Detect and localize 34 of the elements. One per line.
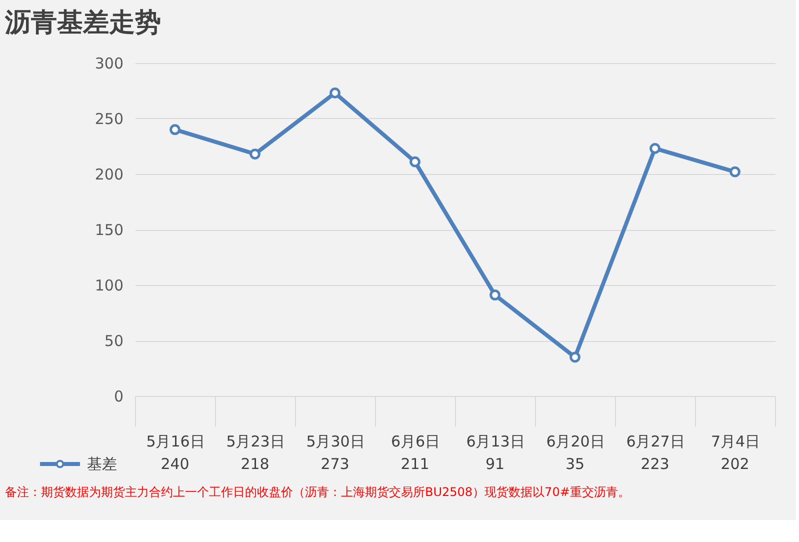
point	[730, 166, 740, 178]
data-label: 35	[565, 455, 585, 473]
point	[330, 88, 340, 98]
x-tick-label: 6月27日	[626, 432, 685, 450]
x-tick-label: 5月16日	[146, 432, 205, 450]
point	[650, 143, 660, 154]
x-tick-label: 6月20日	[546, 432, 605, 450]
text: 备注：期货数据为期货主力合约上一个工作日的收盘价（沥青：上海期货交易所BU2508）现货数据以70#重交沥青。	[5, 485, 630, 499]
y-tick-label: 300	[94, 54, 124, 72]
data-label: 211	[400, 455, 430, 473]
data-label: 223	[640, 455, 670, 473]
point	[250, 148, 260, 160]
y-tick-label: 250	[94, 110, 124, 128]
y-tick-label: 200	[94, 166, 124, 184]
legend-label: 基差	[87, 455, 117, 473]
x-tick-label: 6月13日	[466, 432, 525, 450]
y-tick-label: 100	[94, 276, 124, 294]
y-tick-label: 50	[104, 332, 124, 350]
chart-title: 沥青基差走势	[4, 8, 161, 38]
data-label: 218	[240, 455, 270, 473]
point	[490, 290, 500, 300]
data-label: 202	[720, 455, 750, 473]
x-tick-label: 7月4日	[710, 432, 760, 450]
y-tick-label: 150	[94, 221, 124, 239]
y-tick-label: 0	[114, 388, 124, 406]
x-tick-label: 6月6日	[390, 432, 440, 450]
data-label: 273	[320, 455, 350, 473]
data-label: 240	[160, 455, 190, 473]
data-label: 91	[485, 455, 505, 473]
point	[570, 352, 580, 363]
point	[410, 156, 420, 168]
point	[170, 124, 180, 136]
x-tick-label: 5月30日	[306, 432, 365, 450]
x-tick-label: 5月23日	[226, 432, 285, 450]
